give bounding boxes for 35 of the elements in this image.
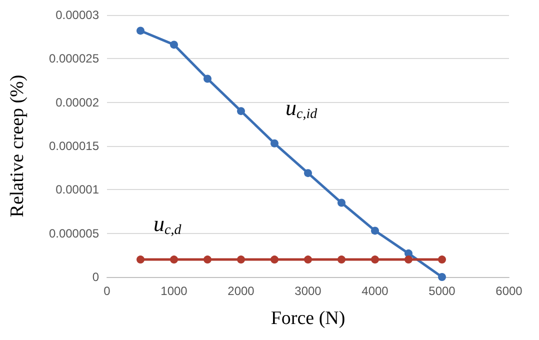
y-axis-title: Relative creep (%): [7, 74, 28, 218]
point: [438, 273, 446, 281]
x-tick-label: 4000: [362, 284, 389, 298]
point: [371, 256, 379, 264]
point: [371, 226, 379, 235]
x-tick-label: 3000: [294, 284, 322, 298]
point: [404, 256, 412, 264]
point: [170, 40, 178, 49]
y-tick-label: 0: [92, 270, 100, 284]
point: [304, 169, 312, 178]
x-tick-label: 6000: [496, 284, 523, 298]
point: [270, 256, 278, 264]
x-axis-title: Force (N): [270, 308, 346, 329]
y-tick-label: 0.000015: [48, 139, 100, 153]
point: [204, 74, 212, 83]
point: [438, 256, 446, 264]
x-tick-label: 5000: [428, 284, 456, 298]
point: [204, 256, 212, 264]
point: [338, 198, 346, 207]
y-tick-label: 0.00002: [56, 95, 100, 110]
point: [237, 256, 245, 264]
y-tick-label: 0.000005: [48, 226, 100, 240]
x-tick-label: 2000: [228, 284, 255, 298]
point: [170, 256, 178, 264]
y-tick-label: 0.00003: [56, 8, 100, 22]
point: [237, 107, 245, 116]
point: [338, 256, 346, 264]
point: [270, 139, 278, 148]
point: [304, 256, 312, 264]
x-tick-label: 1000: [160, 284, 188, 298]
point: [136, 256, 144, 264]
x-tick-label: 0: [104, 284, 111, 298]
y-tick-label: 0.00001: [56, 182, 100, 197]
point: [136, 26, 144, 35]
y-tick-label: 0.000025: [48, 52, 100, 66]
